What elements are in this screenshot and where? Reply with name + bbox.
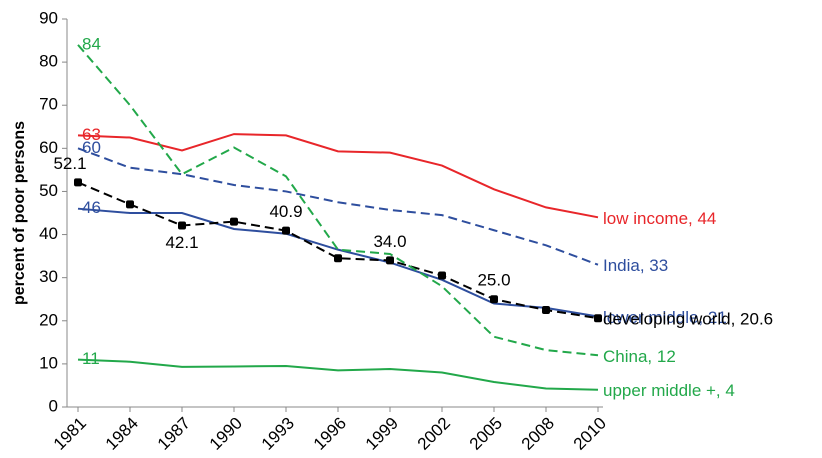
series-line bbox=[77, 133, 599, 219]
value-label: 25.0 bbox=[477, 271, 510, 290]
x-tick-label: 1987 bbox=[154, 414, 194, 454]
series-line bbox=[77, 358, 599, 391]
series-label: lower middle, 21 bbox=[603, 308, 727, 327]
x-tick-label: 1990 bbox=[206, 414, 246, 454]
x-tick-label: 1984 bbox=[102, 414, 142, 454]
y-tick-label: 40 bbox=[39, 224, 58, 243]
value-label: 63 bbox=[82, 125, 101, 144]
series-label: low income, 44 bbox=[603, 209, 716, 228]
point-marker bbox=[282, 226, 290, 235]
x-tick-label: 2005 bbox=[466, 414, 506, 454]
value-label: 42.1 bbox=[165, 233, 198, 252]
point-marker bbox=[334, 254, 342, 263]
x-tick-label: 2010 bbox=[570, 414, 610, 454]
value-label: 34.0 bbox=[373, 232, 406, 251]
value-label: 60 bbox=[82, 138, 101, 157]
y-tick-label: 80 bbox=[39, 52, 58, 71]
y-tick-label: 60 bbox=[39, 138, 58, 157]
point-marker bbox=[386, 256, 394, 265]
x-tick-label: 2002 bbox=[414, 414, 454, 454]
value-label: 11 bbox=[82, 349, 100, 368]
series-label: India, 33 bbox=[603, 256, 668, 275]
x-tick-label: 1996 bbox=[310, 414, 350, 454]
series-line bbox=[77, 44, 599, 357]
y-tick-label: 30 bbox=[39, 267, 58, 286]
y-tick-label: 50 bbox=[39, 181, 58, 200]
y-tick-label: 20 bbox=[39, 310, 58, 329]
point-marker bbox=[542, 306, 550, 314]
series-line bbox=[77, 207, 599, 318]
point-marker bbox=[126, 200, 134, 209]
y-tick-label: 0 bbox=[49, 396, 58, 415]
y-tick-label: 10 bbox=[39, 353, 58, 372]
y-tick-label: 70 bbox=[39, 95, 58, 114]
x-tick-label: 2008 bbox=[518, 414, 558, 454]
x-tick-label: 1999 bbox=[362, 414, 402, 454]
series-label: China, 12 bbox=[603, 347, 676, 366]
point-marker bbox=[594, 314, 602, 323]
value-label: 40.9 bbox=[269, 202, 302, 221]
value-label: 84 bbox=[82, 34, 101, 53]
point-marker bbox=[74, 178, 82, 187]
point-marker bbox=[438, 271, 446, 280]
y-tick-label: 90 bbox=[39, 8, 58, 27]
value-label: 46 bbox=[82, 198, 101, 217]
series-label: upper middle +, 4 bbox=[603, 381, 735, 400]
series-line bbox=[77, 147, 599, 266]
x-tick-label: 1981 bbox=[50, 414, 90, 454]
value-label: 52.1 bbox=[53, 154, 86, 173]
point-marker bbox=[230, 217, 238, 226]
point-marker bbox=[178, 221, 186, 230]
y-axis-label: percent of poor persons bbox=[11, 121, 28, 305]
point-marker bbox=[490, 295, 498, 304]
x-tick-label: 1993 bbox=[258, 414, 298, 454]
series-label: developing world, 20.6 bbox=[603, 310, 773, 329]
